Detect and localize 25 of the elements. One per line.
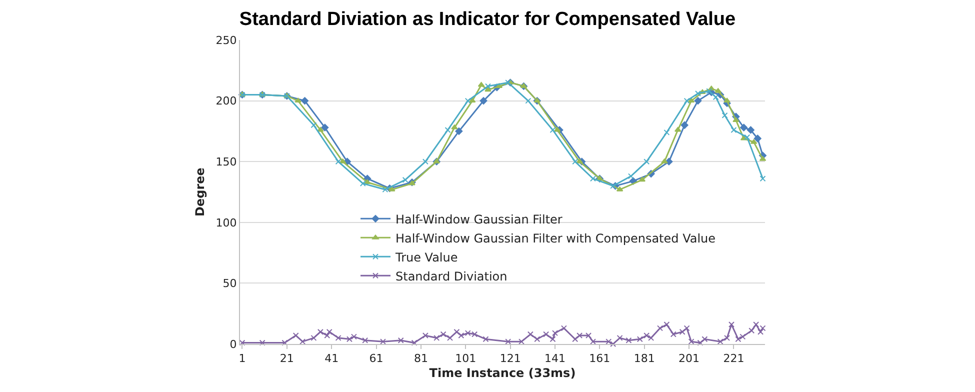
x-tick-label: 61 xyxy=(369,352,384,366)
x-axis-title: Time Instance (33ms) xyxy=(429,366,576,380)
x-tick-label: 81 xyxy=(414,352,428,366)
legend-label: Standard Diviation xyxy=(396,269,508,284)
legend-label: Half-Window Gaussian Filter xyxy=(396,212,562,226)
y-tick-label: 100 xyxy=(216,216,237,230)
x-tick-label: 161 xyxy=(589,352,610,366)
y-tick-label: 150 xyxy=(216,155,237,168)
x-tick-label: 201 xyxy=(678,352,700,366)
y-tick-label: 200 xyxy=(216,94,237,108)
y-axis-title: Degree xyxy=(193,168,208,216)
chart-title: Standard Diviation as Indicator for Compensated Value xyxy=(239,9,736,30)
y-tick-label: 50 xyxy=(222,277,237,290)
x-tick-label: 41 xyxy=(324,352,339,366)
y-tick-label: 250 xyxy=(216,34,237,47)
legend-label: True Value xyxy=(394,250,458,264)
x-tick-label: 21 xyxy=(280,352,294,366)
x-tick-label: 1 xyxy=(238,352,246,366)
legend-label: Half-Window Gaussian Filter with Compensated Value xyxy=(396,231,716,246)
x-tick-label: 121 xyxy=(500,352,521,366)
y-tick-label: 0 xyxy=(230,338,237,351)
x-tick-label: 221 xyxy=(723,352,744,366)
x-tick-label: 101 xyxy=(455,352,476,366)
x-tick-label: 181 xyxy=(634,352,655,366)
x-tick-label: 141 xyxy=(544,352,566,366)
